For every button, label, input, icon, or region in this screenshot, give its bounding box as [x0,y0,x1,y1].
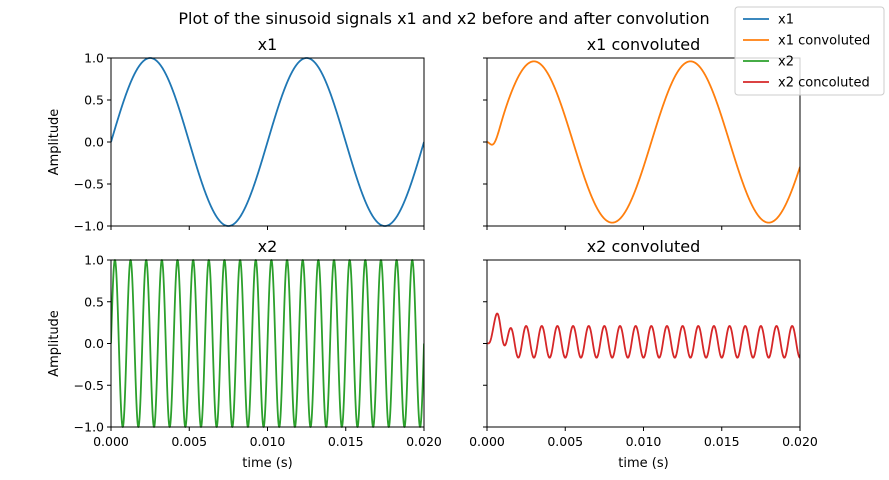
y-tick-label: 0.5 [84,294,104,309]
y-tick-label: 0.5 [84,93,104,108]
legend-label: x1 convoluted [778,34,870,49]
x-tick-label: 0.000 [93,434,129,449]
y-tick-label: −0.5 [74,177,104,192]
y-axis-label: Amplitude [47,310,62,377]
x-tick-label: 0.020 [782,434,818,449]
y-tick-label: −1.0 [74,219,104,234]
series-line-1-1 [111,57,424,227]
subplot-4: 0.000 0.005 0.010 0.015 0.020 x2 convoluted ti… [469,237,818,471]
x-tick-label: 0.010 [626,434,662,449]
series-line-2-1 [487,60,800,224]
x-tick-label: 0.005 [171,434,207,449]
x-tick-label: 0.000 [469,434,505,449]
x-axis-label: time (s) [618,456,668,471]
axes-grid: −1.0 −0.5 0.0 0.5 1.0 x1 Amplitude x1 convolute… [47,35,818,471]
subplot-title: x1 [258,35,278,54]
subplot-title: x1 convoluted [587,35,701,54]
x-tick-label: 0.015 [704,434,740,449]
figure-title: Plot of the sinusoid signals x1 and x2 b… [178,9,709,28]
legend-label: x2 [778,55,794,70]
legend-frame [734,6,885,96]
y-axis-label: Amplitude [47,109,62,176]
subplot-2: x1 convoluted [483,35,801,230]
y-tick-label: 0.0 [84,135,104,150]
y-tick-label: 1.0 [84,51,104,66]
x-tick-label: 0.010 [250,434,286,449]
legend-label: x2 concoluted [778,76,870,91]
y-tick-label: 0.0 [84,336,104,351]
y-tick-label: −0.5 [74,378,104,393]
y-tick-label: 1.0 [84,253,104,268]
legend: x1 x1 convoluted x2 x2 concoluted [734,6,885,96]
x-tick-label: 0.020 [406,434,442,449]
subplot-title: x2 convoluted [587,237,701,256]
x-tick-label: 0.015 [328,434,364,449]
subplot-1: −1.0 −0.5 0.0 0.5 1.0 x1 Amplitude [47,35,425,234]
y-tick-label: −1.0 [74,420,104,435]
series-line-3-1 [111,259,424,428]
subplot-3: 0.000 0.005 0.010 0.015 0.020 −1.0 −0.5 0.0 0.5 1… [47,237,442,471]
x-tick-label: 0.005 [547,434,583,449]
series-line-4-1 [487,312,800,359]
legend-label: x1 [778,13,794,28]
x-axis-label: time (s) [242,456,292,471]
subplot-title: x2 [258,237,278,256]
